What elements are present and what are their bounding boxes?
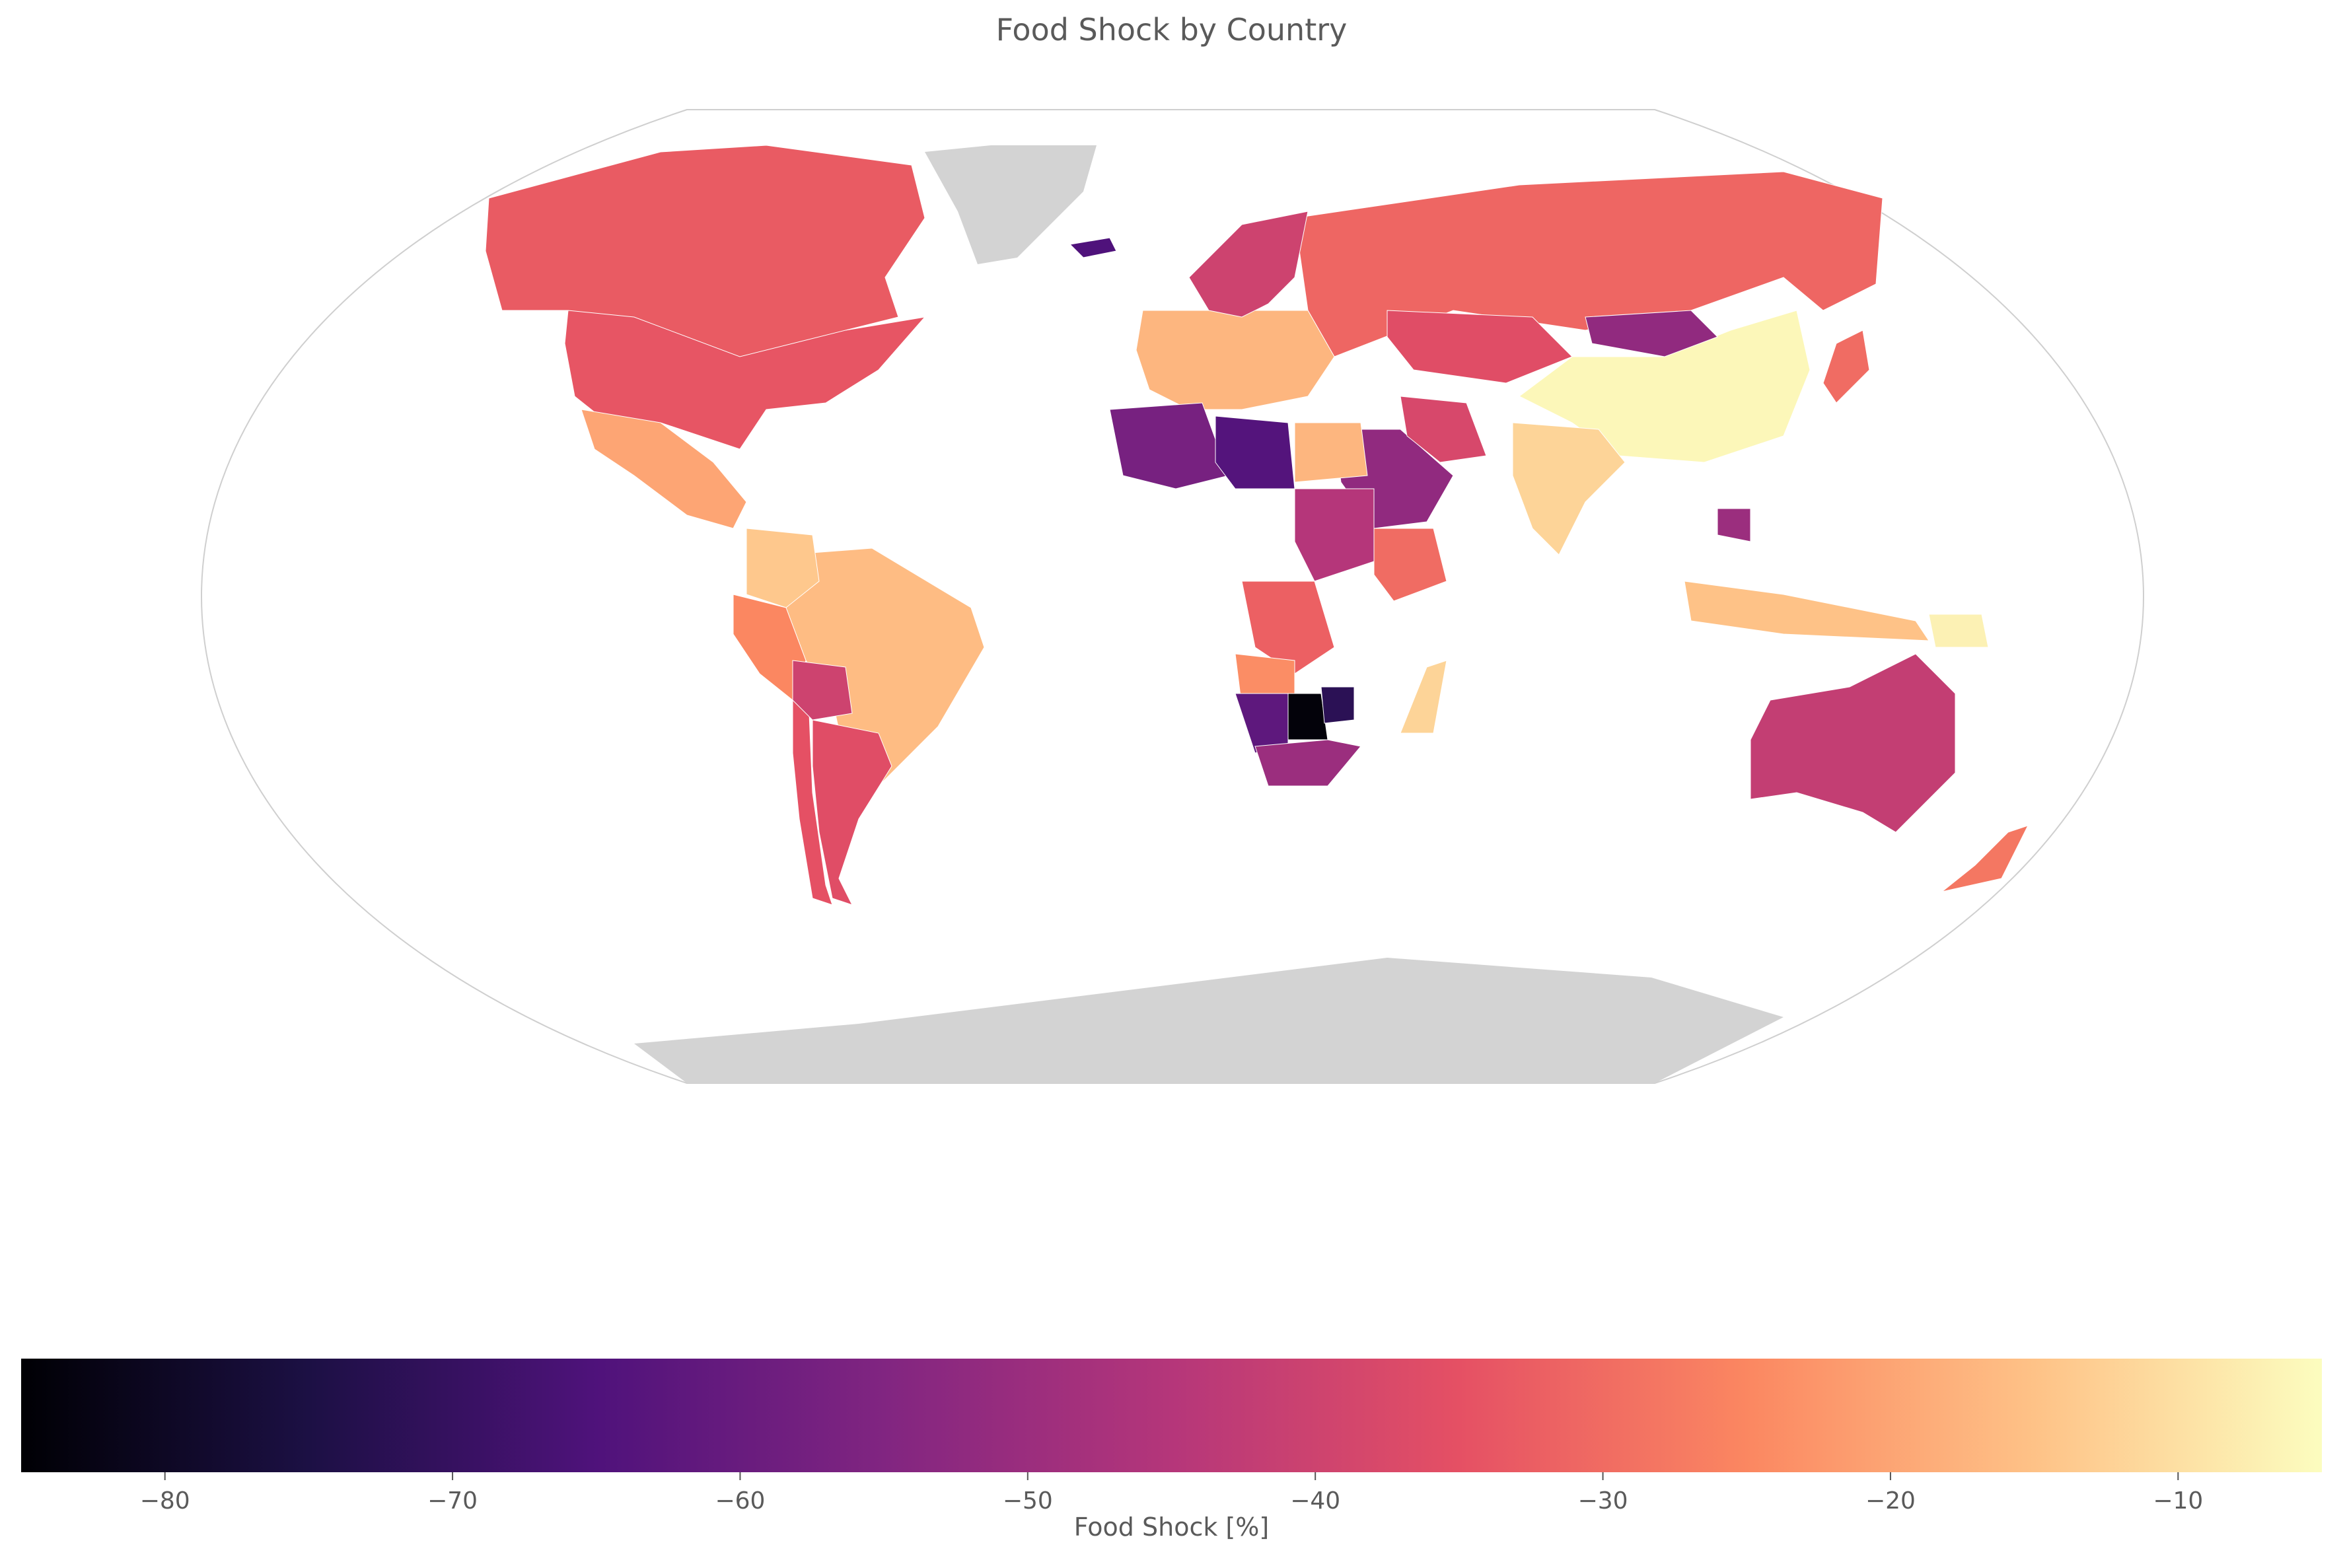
region-egypt [1294, 422, 1368, 483]
region-canada [485, 145, 925, 357]
region-madagascar [1400, 660, 1447, 734]
region-ethiopia [1373, 528, 1447, 602]
region-iceland [1069, 237, 1117, 258]
region-india [1512, 422, 1626, 555]
region-south-africa [1254, 739, 1361, 787]
region-chile [792, 699, 833, 906]
region-australia [1750, 653, 1956, 833]
region-botswana [1287, 693, 1328, 740]
region-mongolia [1585, 310, 1718, 357]
colorbar-tick-label: −70 [427, 1487, 478, 1515]
colorbar-tick-label: −10 [2153, 1487, 2203, 1515]
colorbar-tick-label: −40 [1290, 1487, 1340, 1515]
region-iran [1400, 396, 1487, 463]
colorbar-tick-label: −60 [715, 1487, 765, 1515]
country-regions [485, 145, 2029, 1083]
colorbar-tick-label: −50 [1003, 1487, 1053, 1515]
region-papua-new-guinea [1928, 614, 1989, 648]
colorbar-tick-label: −80 [140, 1487, 190, 1515]
region-new-zealand [1941, 825, 2029, 892]
region-dr-congo [1241, 581, 1335, 674]
region-cambodia [1717, 508, 1751, 542]
region-zimbabwe [1320, 686, 1355, 724]
region-colombia [746, 528, 820, 608]
region-argentina [812, 719, 892, 906]
colorbar-tick-label: −20 [1865, 1487, 1916, 1515]
region-greenland-no-data [925, 145, 1097, 264]
colorbar-label: Food Shock [%] [1073, 1513, 1270, 1542]
region-antarctica-no-data [634, 958, 1784, 1083]
region-libya [1215, 415, 1295, 489]
region-sudan [1294, 488, 1375, 582]
region-scandinavia [1188, 211, 1309, 318]
colorbar-ticks: −80 −70 −60 −50 −40 −30 −20 −10 [140, 1472, 2203, 1515]
region-japan [1822, 330, 1870, 404]
region-kazakhstan [1387, 310, 1573, 384]
region-mexico [581, 409, 747, 529]
colorbar-tick-label: −30 [1578, 1487, 1628, 1515]
region-algeria [1109, 402, 1229, 489]
colorbar [21, 1359, 2322, 1472]
map-title: Food Shock by Country [995, 12, 1348, 48]
region-europe-central- [1135, 310, 1335, 410]
region-bolivia [792, 660, 853, 721]
region-indonesia [1684, 581, 1929, 641]
